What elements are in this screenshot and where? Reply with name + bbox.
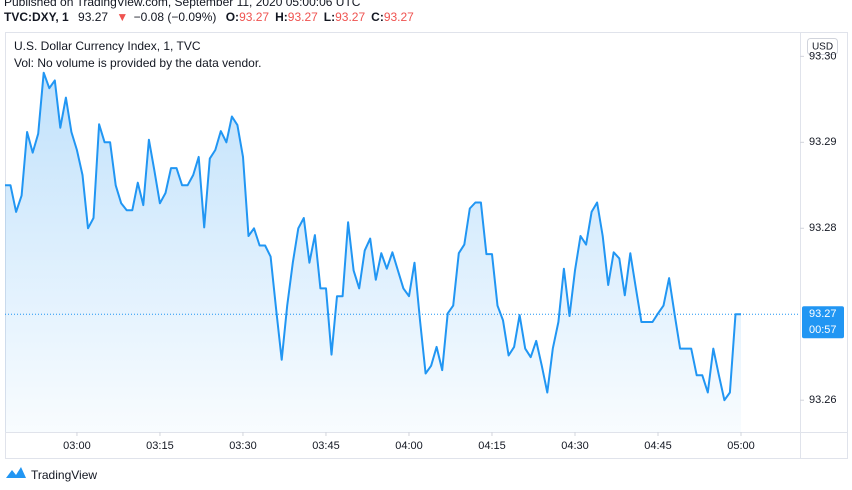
arrow: ▼ [116,10,128,24]
last-price-box [802,306,844,339]
y-tick-label: 93.28 [809,222,837,234]
x-tick-label: 05:00 [727,440,755,452]
currency[interactable]: USD [812,42,833,53]
symbol: TVC:DXY, 1 [4,10,69,24]
x-tick-label: 03:15 [146,440,174,452]
x-tick-label: 03:45 [312,440,340,452]
x-tick-label: 03:30 [229,440,257,452]
logo: TradingView [6,467,97,482]
x-tick-label: 03:00 [63,440,91,452]
published: Published on TradingView.com, September … [4,0,361,9]
line [5,71,741,402]
y-tick-label: 93.29 [809,136,837,148]
price: 93.27 [78,10,108,24]
y-tick-label: 93.30 [809,50,837,62]
ohlc-label: H: [275,10,288,24]
chart-subtitle: Vol: No volume is provided by the data v… [14,56,261,70]
currency-button[interactable] [807,38,838,55]
last-price-label: 93.27 [809,308,837,320]
plot [5,71,741,432]
x-tick-label: 04:15 [478,440,506,452]
y-tick-label: 93.26 [809,394,837,406]
ohlc-value: 93.27 [239,10,269,24]
ohlc-label: C: [371,10,384,24]
chart-title: U.S. Dollar Currency Index, 1, TVC [14,39,201,53]
info-line: TVC:DXY, 1 93.27 ▼ −0.08 (−0.09%) O:93.2… [4,10,414,24]
ohlc-label: O: [226,10,239,24]
countdown: 00:57 [809,324,837,336]
x-tick-label: 04:30 [561,440,589,452]
change: −0.08 (−0.09%) [134,10,217,24]
logo-text: TradingView [31,468,97,482]
x-tick-label: 04:00 [395,440,423,452]
ohlc-value: 93.27 [384,10,414,24]
area [5,72,741,432]
x-tick-label: 04:45 [644,440,672,452]
ohlc-label: L: [324,10,335,24]
ohlc-value: 93.27 [335,10,365,24]
ohlc-value: 93.27 [288,10,318,24]
logo-icon [6,467,26,478]
